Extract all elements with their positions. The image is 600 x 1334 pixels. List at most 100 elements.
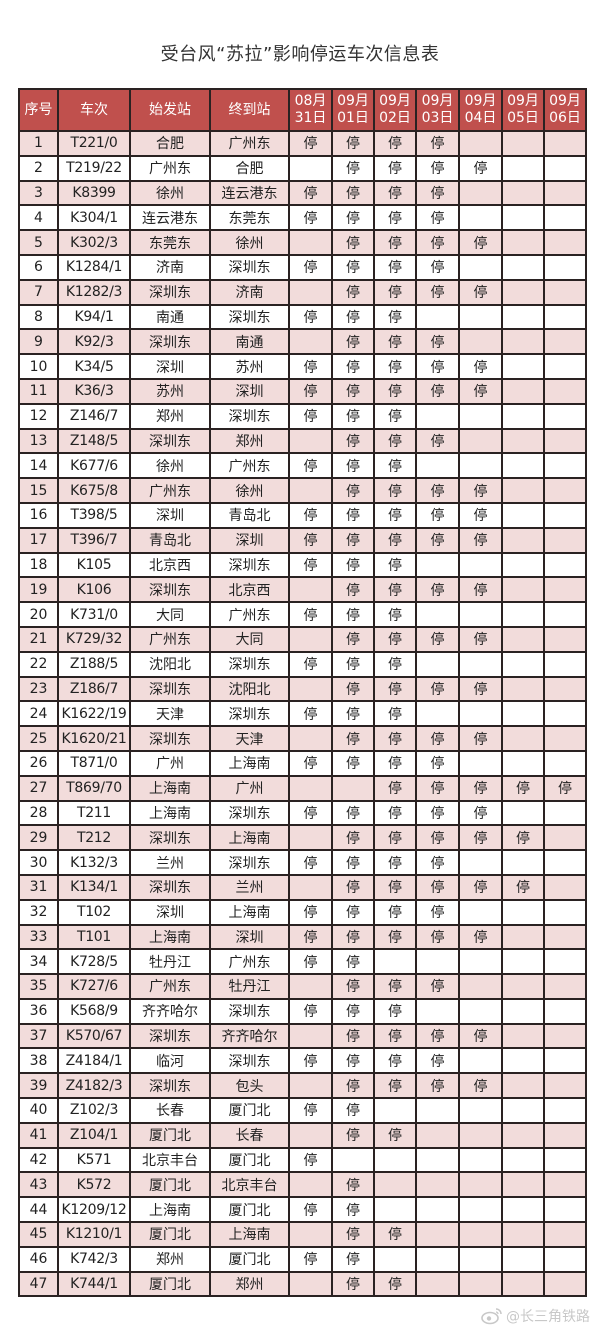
cell-destination: 长春 (209, 1121, 290, 1149)
cell-index: 7 (18, 278, 59, 306)
header-date-day: 31日 (294, 110, 327, 126)
cell-origin: 深圳东 (129, 725, 211, 752)
cell-index: 41 (18, 1121, 59, 1149)
cell-suspension (501, 402, 545, 430)
cell-train: K1210/1 (57, 1221, 131, 1248)
cell-suspension: 停 (373, 1047, 417, 1075)
cell-suspension: 停 (458, 501, 503, 529)
cell-index: 30 (18, 849, 59, 876)
cell-suspension (501, 526, 545, 554)
cell-suspension: 停 (415, 179, 460, 207)
table-row: 45 K1210/1 厦门北 上海南 停停 (18, 1221, 587, 1248)
cell-suspension (543, 204, 587, 232)
cell-suspension (501, 278, 545, 306)
cell-destination: 东莞东 (209, 204, 290, 232)
cell-suspension (288, 725, 333, 752)
cell-suspension (458, 402, 503, 430)
table-row: 36 K568/9 齐齐哈尔 深圳东停停停 (18, 997, 587, 1025)
header-date-month: 09月 (464, 93, 497, 109)
cell-suspension: 停 (458, 1072, 503, 1100)
cell-index: 2 (18, 154, 59, 182)
cell-suspension: 停 (373, 973, 417, 1000)
cell-origin: 徐州 (129, 179, 211, 207)
cell-destination: 南通 (209, 328, 290, 356)
cell-suspension: 停 (373, 452, 417, 480)
cell-suspension (415, 650, 460, 678)
header-date: 09月 02日 (373, 88, 417, 132)
cell-suspension (543, 576, 587, 604)
header-date-day: 06日 (549, 110, 581, 126)
cell-suspension: 停 (331, 1097, 375, 1124)
cell-train: K105 (57, 551, 131, 579)
cell-index: 46 (18, 1245, 59, 1273)
cell-suspension (415, 1221, 460, 1248)
cell-suspension (331, 774, 375, 802)
cell-train: T101 (57, 923, 131, 951)
table-row: 26 T871/0 广州 上海南停停停停 (18, 749, 587, 777)
cell-destination: 上海南 (209, 749, 290, 777)
cell-suspension: 停 (331, 501, 375, 529)
table-row: 41 Z104/1 厦门北 长春 停停 (18, 1121, 587, 1149)
cell-suspension (288, 1171, 333, 1199)
cell-train: T102 (57, 898, 131, 926)
cell-suspension (501, 551, 545, 579)
cell-suspension (415, 452, 460, 480)
cell-suspension (288, 774, 333, 802)
cell-suspension (288, 973, 333, 1000)
cell-train: K570/67 (57, 1022, 131, 1050)
cell-destination: 厦门北 (209, 1097, 290, 1124)
cell-origin: 连云港东 (129, 204, 211, 232)
cell-index: 32 (18, 898, 59, 926)
cell-train: K571 (57, 1146, 131, 1174)
cell-suspension (458, 204, 503, 232)
cell-origin: 广州东 (129, 154, 211, 182)
cell-suspension: 停 (458, 675, 503, 703)
cell-index: 14 (18, 452, 59, 480)
cell-destination: 深圳东 (209, 997, 290, 1025)
cell-suspension (501, 501, 545, 529)
cell-suspension (543, 1171, 587, 1199)
cell-suspension (458, 130, 503, 157)
cell-suspension (543, 898, 587, 926)
cell-destination: 广州东 (209, 948, 290, 976)
cell-suspension (543, 973, 587, 1000)
cell-index: 24 (18, 700, 59, 728)
cell-origin: 深圳东 (129, 1022, 211, 1050)
cell-index: 45 (18, 1221, 59, 1248)
table-row: 31 K134/1 深圳东 兰州停停停停停 (18, 873, 587, 901)
table-row: 7 K1282/3 深圳东 济南停停停停 (18, 278, 587, 306)
cell-suspension: 停 (415, 353, 460, 380)
table-row: 18 K105 北京西 深圳东停停停 (18, 551, 587, 579)
cell-origin: 大同 (129, 601, 211, 628)
cell-train: K106 (57, 576, 131, 604)
table-row: 21 K729/32 广州东 大同停停停停 (18, 625, 587, 653)
cell-suspension (501, 601, 545, 628)
cell-origin: 济南 (129, 253, 211, 281)
cell-suspension: 停 (331, 278, 375, 306)
cell-suspension: 停 (415, 799, 460, 827)
cell-suspension (415, 1196, 460, 1224)
cell-origin: 广州东 (129, 477, 211, 504)
cell-train: K132/3 (57, 849, 131, 876)
cell-suspension (501, 650, 545, 678)
cell-suspension: 停 (415, 328, 460, 356)
cell-suspension: 停 (288, 253, 333, 281)
cell-destination: 深圳东 (209, 650, 290, 678)
cell-suspension: 停 (288, 948, 333, 976)
cell-suspension (415, 1245, 460, 1273)
cell-train: K302/3 (57, 229, 131, 256)
cell-train: K731/0 (57, 601, 131, 628)
cell-suspension: 停 (458, 526, 503, 554)
cell-destination: 连云港东 (209, 179, 290, 207)
cell-suspension: 停 (373, 303, 417, 331)
cell-suspension (543, 873, 587, 901)
cell-train: Z148/5 (57, 427, 131, 455)
cell-suspension: 停 (288, 997, 333, 1025)
cell-train: K1209/12 (57, 1196, 131, 1224)
header-date: 09月 04日 (458, 88, 503, 132)
cell-index: 25 (18, 725, 59, 752)
cell-suspension: 停 (288, 923, 333, 951)
cell-train: Z102/3 (57, 1097, 131, 1124)
cell-suspension: 停 (415, 923, 460, 951)
cell-suspension: 停 (458, 377, 503, 405)
